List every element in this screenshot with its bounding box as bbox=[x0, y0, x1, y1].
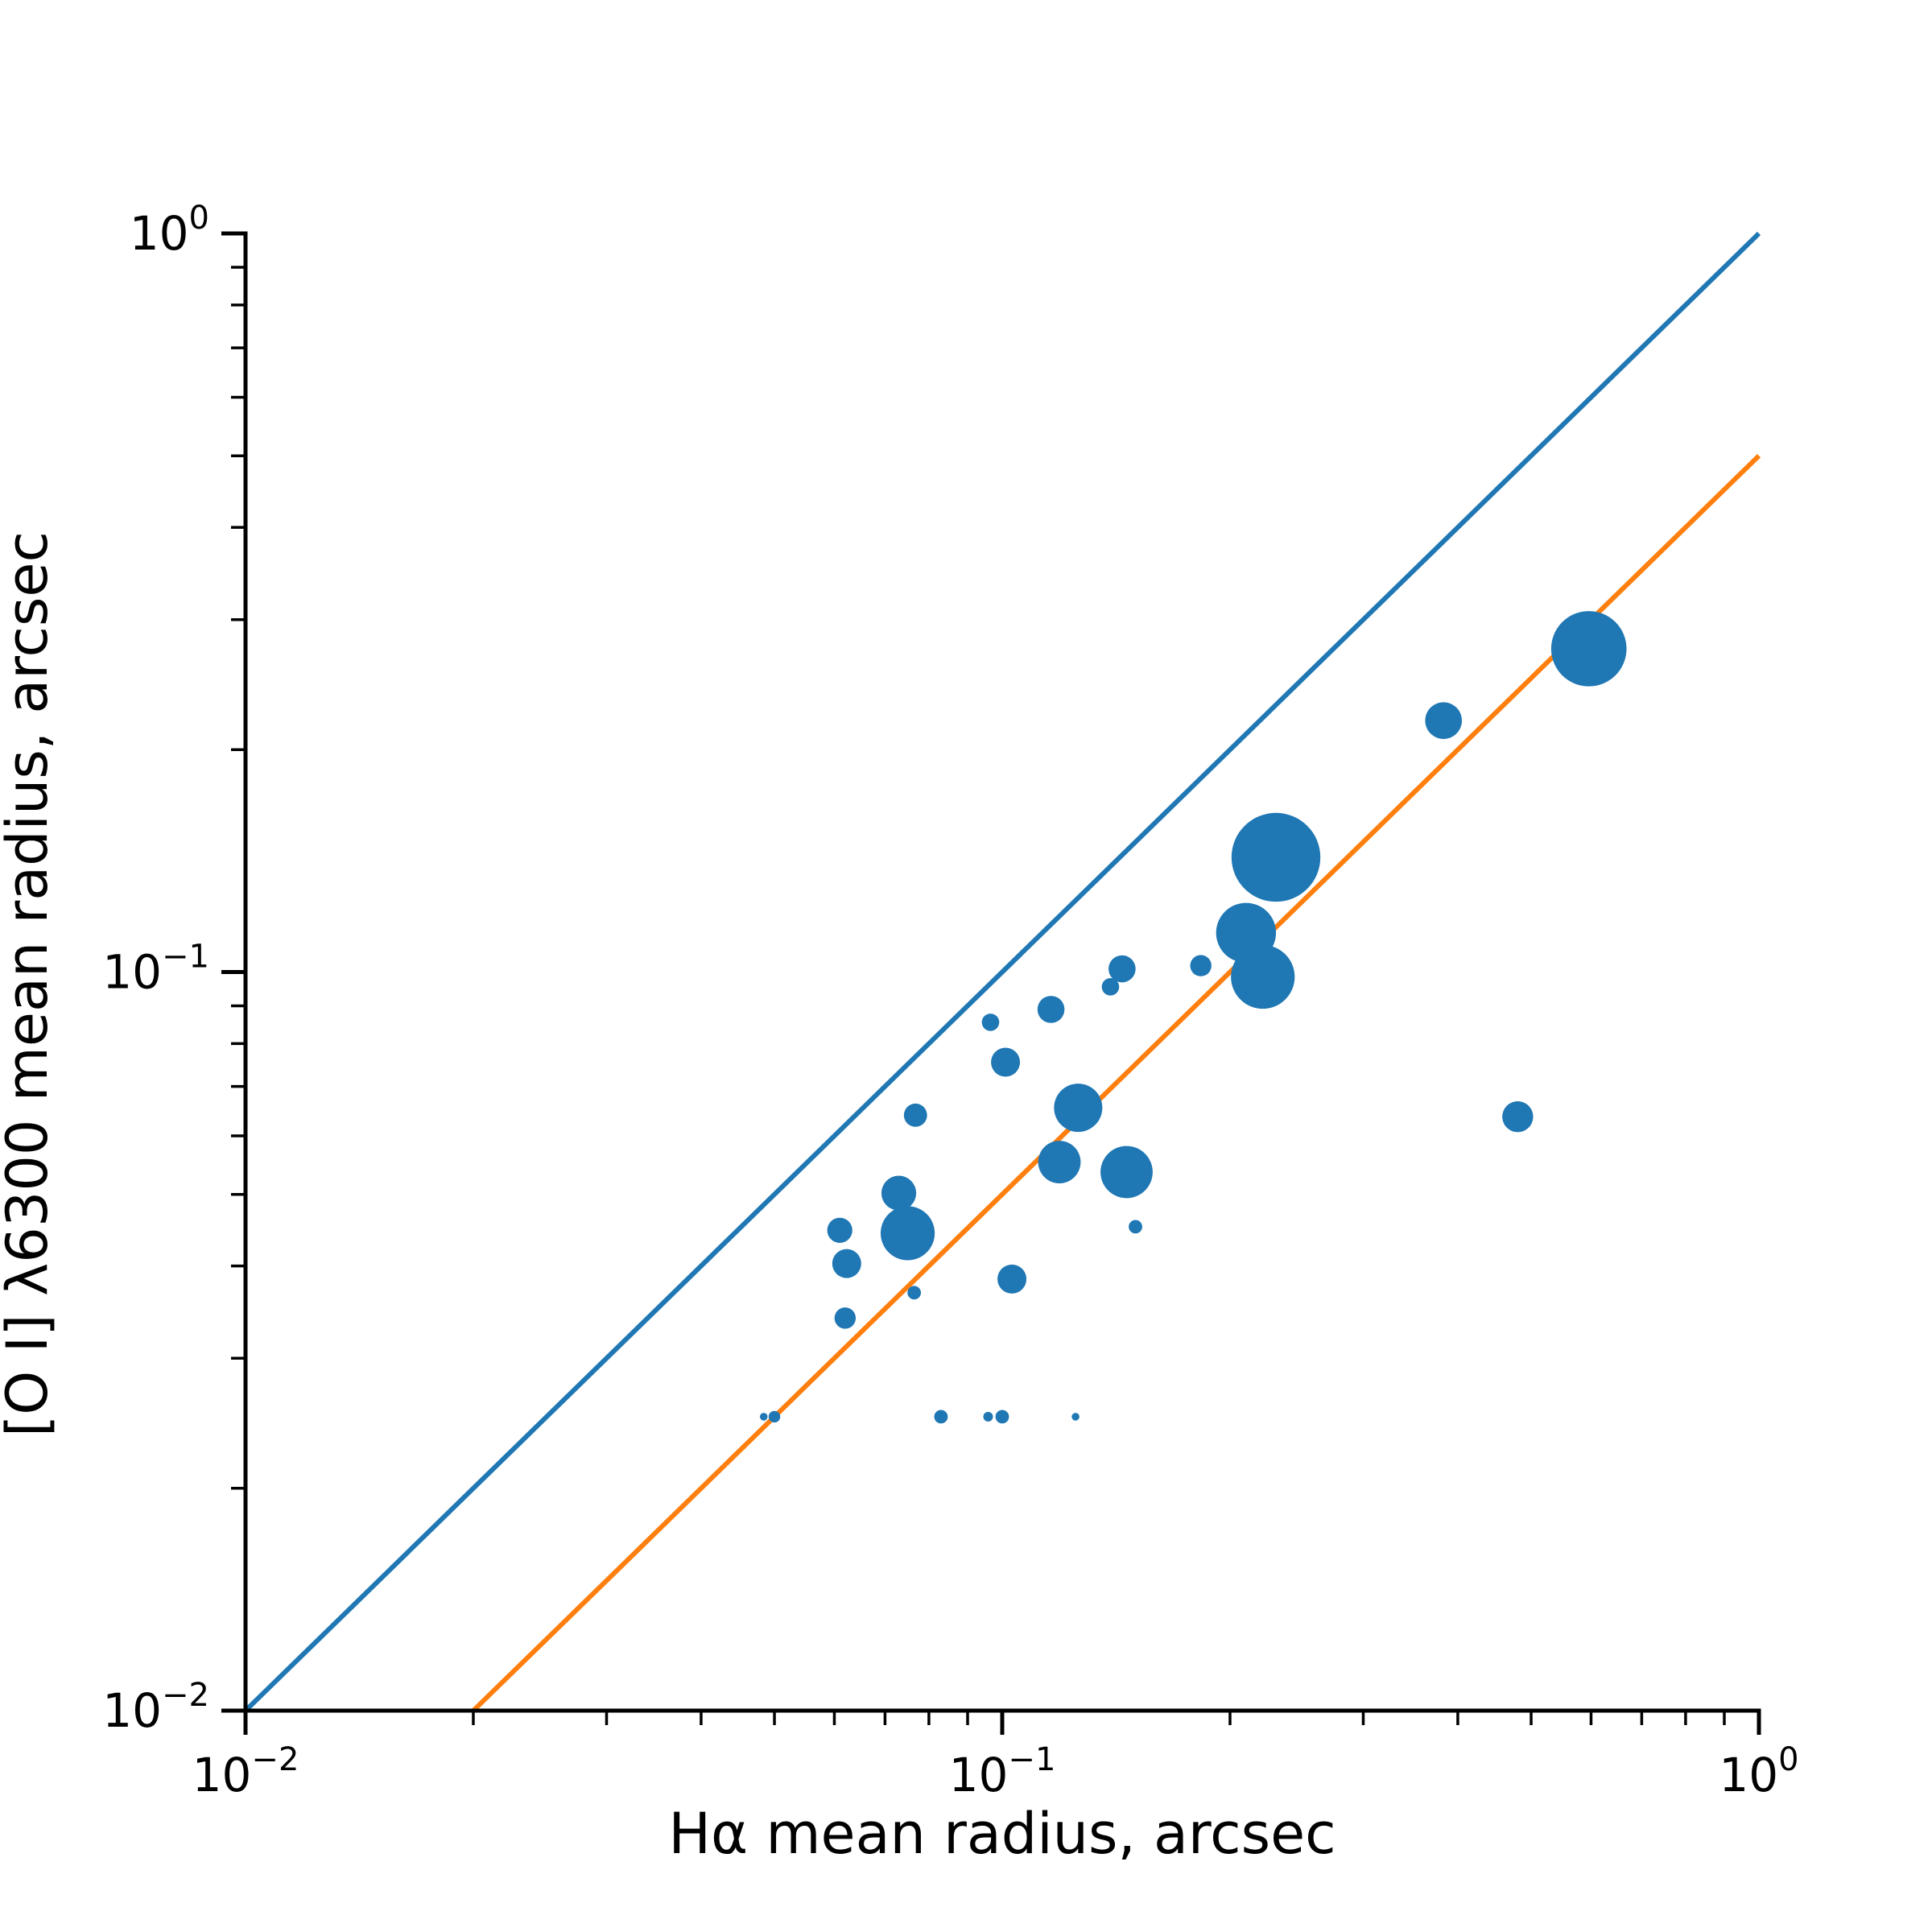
data-point bbox=[1037, 996, 1065, 1023]
scatter-points bbox=[759, 611, 1627, 1424]
data-point bbox=[881, 1175, 917, 1211]
data-point bbox=[834, 1307, 857, 1329]
reference-line-2 bbox=[471, 454, 1761, 1713]
data-point bbox=[907, 1286, 922, 1300]
y-axis-title: [O I] λ6300 mean radius, arcsec bbox=[0, 531, 60, 1437]
data-point bbox=[1054, 1084, 1103, 1133]
axes bbox=[221, 231, 1761, 1735]
data-point bbox=[1108, 955, 1136, 983]
data-point bbox=[768, 1410, 781, 1423]
data-point bbox=[903, 1103, 927, 1127]
x-tick-label: 100 bbox=[1719, 1741, 1798, 1802]
reference-lines bbox=[243, 231, 1761, 1713]
data-point bbox=[1502, 1101, 1534, 1133]
x-tick-label: 10−1 bbox=[949, 1741, 1056, 1802]
data-point bbox=[759, 1413, 768, 1421]
data-point bbox=[983, 1411, 993, 1422]
plot-area: 10−2 10−1 100 10−2 10−1 100 bbox=[102, 200, 1798, 1802]
data-point bbox=[1129, 1220, 1142, 1234]
data-point bbox=[1038, 1141, 1081, 1183]
x-axis-title: Hα mean radius, arcsec bbox=[668, 1801, 1335, 1867]
data-point bbox=[1101, 978, 1120, 996]
data-point bbox=[1231, 812, 1321, 902]
y-tick-label: 10−1 bbox=[102, 939, 209, 1000]
data-point bbox=[1100, 1146, 1153, 1199]
data-point bbox=[991, 1047, 1021, 1077]
data-point bbox=[1190, 955, 1212, 976]
reference-line-1 bbox=[243, 231, 1761, 1713]
data-point bbox=[1231, 944, 1295, 1009]
y-tick-label: 10−2 bbox=[102, 1677, 209, 1738]
y-tick-label: 100 bbox=[130, 200, 209, 261]
data-point bbox=[1550, 611, 1627, 687]
data-point bbox=[997, 1264, 1027, 1294]
data-point bbox=[832, 1249, 861, 1278]
data-point bbox=[880, 1206, 935, 1261]
x-tick-label: 10−2 bbox=[192, 1741, 299, 1802]
tick-labels: 10−2 10−1 100 10−2 10−1 100 bbox=[102, 200, 1798, 1802]
data-point bbox=[827, 1217, 852, 1243]
data-point bbox=[934, 1410, 948, 1424]
data-point bbox=[995, 1410, 1009, 1424]
data-point bbox=[1071, 1413, 1080, 1421]
data-point bbox=[981, 1013, 1000, 1031]
data-point bbox=[1425, 702, 1463, 739]
